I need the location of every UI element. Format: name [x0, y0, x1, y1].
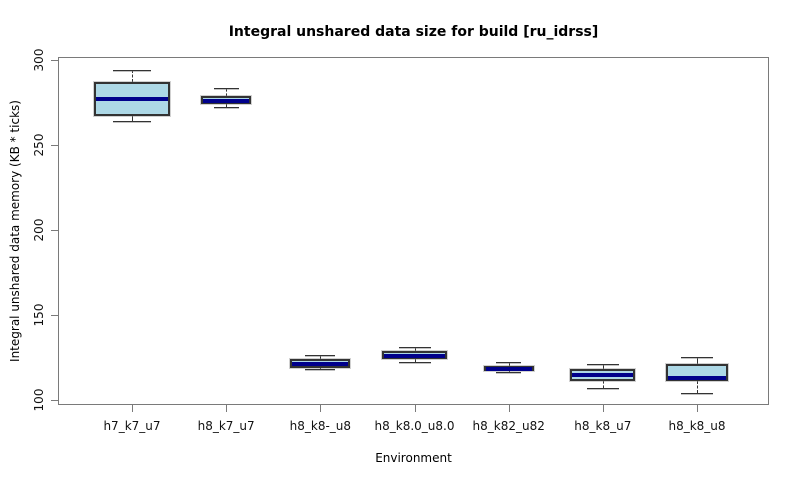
x-axis-tick: [508, 405, 510, 412]
lower-whisker-cap: [586, 387, 620, 389]
x-axis-tick-label: h8_k82_u82: [472, 419, 545, 433]
upper-whisker-cap: [681, 357, 713, 358]
y-axis-tick-label: 100: [32, 388, 46, 412]
y-axis-tick: [51, 229, 58, 231]
lower-whisker-cap: [112, 120, 152, 122]
median-line: [203, 98, 250, 103]
lower-whisker-cap: [398, 362, 431, 364]
upper-whisker-cap: [112, 69, 152, 71]
x-axis-tick-label: h8_k8-_u8: [289, 419, 352, 433]
upper-whisker-cap: [496, 362, 522, 364]
median-line: [95, 97, 169, 102]
lower-whisker-cap: [681, 392, 713, 394]
x-axis-tick: [414, 405, 416, 412]
upper-whisker: [226, 88, 228, 96]
lower-whisker: [132, 116, 133, 122]
upper-whisker: [697, 357, 699, 365]
upper-whisker-cap: [305, 355, 336, 357]
y-axis-tick: [51, 399, 58, 401]
x-axis-tick-label: h8_k8_u8: [668, 419, 726, 433]
y-axis-tick-label: 250: [32, 133, 46, 157]
lower-whisker-cap: [213, 107, 239, 109]
y-axis-tick: [51, 59, 58, 61]
chart-title: Integral unshared data size for build [r…: [228, 24, 599, 40]
upper-whisker-cap: [586, 363, 620, 365]
x-axis-tick: [697, 405, 699, 412]
median-line: [292, 362, 349, 367]
y-axis-tick: [51, 144, 58, 146]
upper-whisker: [602, 364, 604, 370]
x-axis-tick: [226, 405, 228, 412]
upper-whisker: [508, 362, 510, 366]
median-line: [572, 372, 634, 377]
y-axis-tick-label: 300: [32, 48, 46, 72]
lower-whisker-cap: [305, 368, 336, 370]
upper-whisker: [132, 70, 133, 83]
x-axis-tick-label: h8_k7_u7: [197, 419, 255, 433]
median-line: [384, 353, 445, 358]
x-axis-tick-label: h8_k8.0_u8.0: [374, 419, 455, 433]
lower-whisker: [320, 367, 322, 370]
x-axis-tick: [132, 405, 133, 412]
upper-whisker-cap: [213, 88, 239, 90]
x-axis-tick: [320, 405, 322, 412]
median-line: [485, 367, 532, 372]
upper-whisker-cap: [398, 346, 431, 348]
lower-whisker: [602, 381, 604, 389]
x-axis-tick-label: h8_k8_u7: [574, 419, 632, 433]
lower-whisker: [508, 371, 510, 373]
lower-whisker-cap: [496, 372, 522, 374]
lower-whisker: [226, 104, 228, 108]
x-axis-label: Environment: [375, 451, 452, 465]
lower-whisker: [697, 381, 699, 394]
median-line: [667, 375, 727, 380]
y-axis-tick-label: 200: [32, 218, 46, 242]
x-axis-tick-label: h7_k7_u7: [103, 419, 161, 433]
lower-whisker: [414, 359, 416, 363]
y-axis-tick: [51, 314, 58, 316]
y-axis-label: Integral unshared data memory (KB * tick…: [8, 100, 22, 362]
x-axis-tick: [602, 405, 604, 412]
upper-whisker: [320, 355, 322, 360]
upper-whisker: [414, 347, 416, 351]
y-axis-tick-label: 150: [32, 303, 46, 327]
